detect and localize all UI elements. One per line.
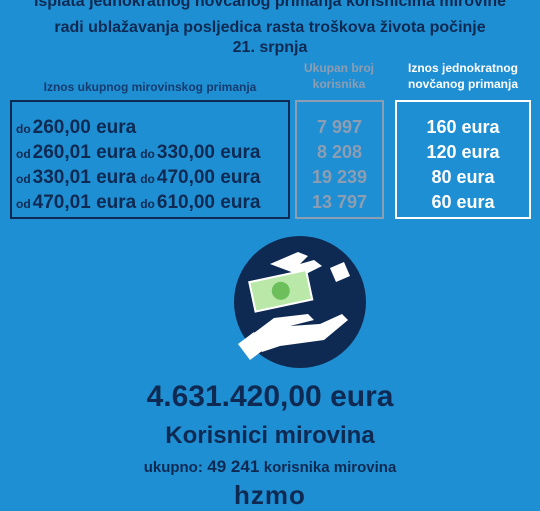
money-icon bbox=[234, 236, 366, 368]
range-prefix: do bbox=[140, 171, 155, 186]
payment-cell: 120 eura bbox=[426, 141, 500, 162]
logo: hzmo bbox=[234, 480, 306, 510]
title-line: 21. srpnja bbox=[232, 39, 308, 56]
column-header: Ukupan broj korisnika bbox=[303, 61, 374, 91]
summary-title: Korisnici mirovina bbox=[165, 422, 375, 449]
title-line: Isplata jednokratnog novčanog primanja k… bbox=[33, 0, 507, 10]
range-amount: 260,00 eura bbox=[32, 116, 137, 138]
range-row: od 470,01 eura do 610,00 eura bbox=[12, 190, 288, 215]
count-cell: 8 208 bbox=[316, 141, 363, 162]
payment-cell: 80 eura bbox=[431, 166, 495, 187]
range-amount: 470,00 eura bbox=[156, 166, 261, 188]
payment-box: 160 eura 120 eura 80 eura 60 eura bbox=[395, 100, 531, 219]
payment-cell: 60 eura bbox=[431, 191, 495, 212]
range-amount: 260,01 eura bbox=[32, 141, 137, 163]
payment-cell: 160 eura bbox=[426, 116, 500, 137]
summary-unit: korisnika mirovina bbox=[263, 459, 397, 476]
column-header: Iznos ukupnog mirovinskog primanja bbox=[43, 80, 257, 94]
range-amount: 330,00 eura bbox=[156, 141, 261, 163]
range-prefix: do bbox=[16, 121, 31, 136]
range-prefix: od bbox=[16, 196, 31, 211]
range-prefix: od bbox=[16, 171, 31, 186]
summary-label: ukupno: bbox=[143, 459, 203, 476]
range-prefix: od bbox=[16, 146, 31, 161]
count-cell: 13 797 bbox=[311, 191, 368, 212]
range-box: do 260,00 eura od 260,01 eura do 330,00 eura o… bbox=[10, 100, 290, 219]
total-amount: 4.631.420,00 eura bbox=[146, 380, 394, 413]
range-amount: 330,01 eura bbox=[32, 166, 137, 188]
summary-line: ukupno: 49 241 korisnika mirovina bbox=[0, 457, 540, 477]
range-row: do 260,00 eura bbox=[12, 115, 288, 140]
range-amount: 610,00 eura bbox=[156, 191, 261, 213]
title-line: radi ublažavanja posljedica rasta troško… bbox=[54, 19, 486, 36]
count-cell: 7 997 bbox=[316, 116, 363, 137]
range-amount: 470,01 eura bbox=[32, 191, 137, 213]
count-box: 7 997 8 208 19 239 13 797 bbox=[295, 100, 384, 219]
column-header: Iznos jednokratnog novčanog primanja bbox=[407, 61, 519, 91]
range-prefix: do bbox=[140, 196, 155, 211]
summary-count: 49 241 bbox=[207, 457, 260, 476]
range-row: od 330,01 eura do 470,00 eura bbox=[12, 165, 288, 190]
count-cell: 19 239 bbox=[311, 166, 368, 187]
range-prefix: do bbox=[140, 146, 155, 161]
range-row: od 260,01 eura do 330,00 eura bbox=[12, 140, 288, 165]
